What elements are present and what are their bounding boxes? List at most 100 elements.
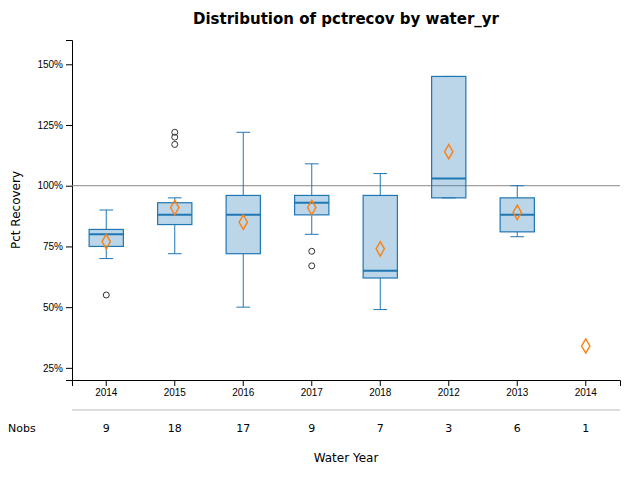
x-tick-mark bbox=[517, 380, 518, 386]
y-tick-mark bbox=[66, 125, 72, 126]
x-tick-label: 2016 bbox=[232, 387, 255, 398]
y-tick-mark bbox=[66, 186, 72, 187]
box bbox=[226, 195, 260, 253]
y-axis-line bbox=[66, 41, 73, 381]
x-tick: 2015 bbox=[164, 380, 187, 398]
x-tick: 2013 bbox=[506, 380, 529, 398]
x-tick: 2014 bbox=[575, 380, 598, 398]
upper-whisker bbox=[106, 210, 107, 229]
y-axis-title: Pct Recovery bbox=[9, 171, 23, 249]
median bbox=[363, 270, 397, 272]
x-tick-mark bbox=[174, 380, 175, 386]
box-group bbox=[432, 76, 466, 197]
nobs-label: Nobs bbox=[8, 422, 36, 435]
y-axis: 25% 50% 75% 100% 125% 150% bbox=[37, 41, 72, 381]
y-tick-label: 150% bbox=[37, 59, 63, 70]
median bbox=[432, 177, 466, 179]
x-tick: 2018 bbox=[369, 380, 392, 398]
mean-marker bbox=[171, 200, 179, 214]
lower-whisker bbox=[243, 254, 244, 307]
mean-marker bbox=[513, 205, 521, 219]
mean-marker bbox=[582, 339, 590, 353]
box bbox=[500, 198, 534, 232]
lower-cap bbox=[373, 309, 387, 310]
box-group bbox=[89, 210, 123, 298]
nobs-value: 6 bbox=[514, 422, 521, 435]
nobs-value: 9 bbox=[103, 422, 110, 435]
x-tick-mark bbox=[243, 380, 244, 386]
y-tick-label: 75% bbox=[43, 241, 63, 252]
box-group bbox=[500, 186, 534, 237]
nobs-value: 18 bbox=[168, 422, 182, 435]
x-tick-label: 2014 bbox=[95, 387, 118, 398]
y-tick: 100% bbox=[37, 180, 72, 191]
plot-area: 25%50%75%100%125%150%2014201520162017201… bbox=[8, 41, 621, 466]
y-tick: 25% bbox=[43, 363, 72, 374]
upper-whisker bbox=[243, 132, 244, 195]
nobs-separator bbox=[72, 410, 620, 411]
mean-marker bbox=[239, 215, 247, 229]
y-tick: 125% bbox=[37, 120, 72, 131]
y-tick: 50% bbox=[43, 302, 72, 313]
y-tick-mark bbox=[66, 246, 72, 247]
x-tick-mark bbox=[448, 380, 449, 386]
x-tick-mark bbox=[380, 380, 381, 386]
x-axis: 2014 2015 2016 2017 2018 2012 2013 2014 bbox=[73, 380, 621, 398]
y-tick: 75% bbox=[43, 241, 72, 252]
nobs-value: 9 bbox=[308, 422, 315, 435]
box-group bbox=[582, 339, 590, 353]
x-tick: 2017 bbox=[301, 380, 324, 398]
x-tick-mark bbox=[311, 380, 312, 386]
median bbox=[500, 214, 534, 216]
x-tick: 2016 bbox=[232, 380, 255, 398]
upper-cap bbox=[168, 197, 182, 198]
lower-whisker bbox=[380, 278, 381, 310]
lower-cap bbox=[168, 253, 182, 254]
x-tick-mark bbox=[585, 380, 586, 386]
flier bbox=[172, 141, 178, 147]
upper-cap bbox=[305, 163, 319, 164]
lower-cap bbox=[236, 307, 250, 308]
flier bbox=[172, 129, 178, 135]
lower-whisker bbox=[174, 225, 175, 254]
x-tick-label: 2013 bbox=[506, 387, 529, 398]
upper-whisker bbox=[517, 186, 518, 198]
y-tick-mark bbox=[66, 368, 72, 369]
y-tick-mark bbox=[66, 307, 72, 308]
box bbox=[295, 195, 329, 214]
title: Distribution of pctrecov by water_yr bbox=[193, 10, 500, 28]
upper-cap bbox=[373, 173, 387, 174]
upper-cap bbox=[510, 185, 524, 186]
flier bbox=[309, 248, 315, 254]
y-tick-label: 125% bbox=[37, 120, 63, 131]
upper-cap bbox=[236, 132, 250, 133]
x-axis-line bbox=[73, 381, 621, 387]
box-group bbox=[158, 129, 192, 253]
x-tick-label: 2015 bbox=[164, 387, 187, 398]
box bbox=[89, 229, 123, 246]
x-tick-label: 2014 bbox=[575, 387, 598, 398]
flier bbox=[103, 292, 109, 298]
mean-marker bbox=[376, 242, 384, 256]
lower-cap bbox=[99, 258, 113, 259]
mean-marker bbox=[102, 234, 110, 248]
reference-line bbox=[72, 185, 620, 186]
box-group bbox=[295, 164, 329, 269]
box-group bbox=[226, 132, 260, 307]
upper-whisker bbox=[311, 164, 312, 196]
upper-whisker bbox=[380, 174, 381, 196]
lower-cap bbox=[510, 236, 524, 237]
x-tick: 2012 bbox=[438, 380, 461, 398]
nobs-value: 17 bbox=[236, 422, 250, 435]
mean-marker bbox=[308, 200, 316, 214]
upper-cap bbox=[99, 210, 113, 211]
lower-whisker bbox=[311, 215, 312, 234]
box-group bbox=[363, 174, 397, 310]
boxes bbox=[72, 76, 620, 353]
flier bbox=[309, 263, 315, 269]
box bbox=[363, 195, 397, 278]
chart: 25%50%75%100%125%150%2014201520162017201… bbox=[0, 0, 640, 480]
lower-whisker bbox=[517, 232, 518, 237]
x-tick: 2014 bbox=[95, 380, 118, 398]
y-tick: 150% bbox=[37, 59, 72, 70]
